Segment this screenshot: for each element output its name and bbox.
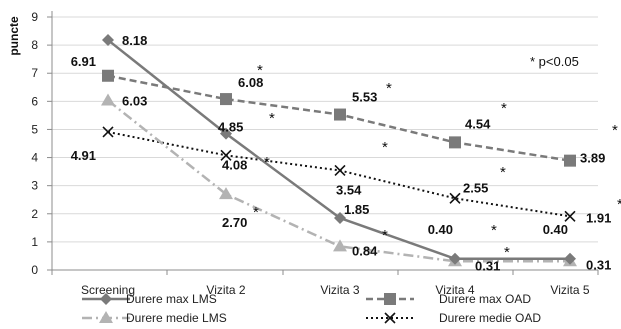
data-label: 8.18 <box>122 33 147 48</box>
data-label: 0.31 <box>586 257 611 272</box>
y-tick-label: 0 <box>31 263 38 277</box>
series-line <box>107 99 570 263</box>
x-tick-label: Vizita 5 <box>550 283 589 297</box>
legend-item: Durere max OAD <box>366 292 531 306</box>
data-label: 2.70 <box>222 215 247 230</box>
x-marker-stroke <box>384 312 396 324</box>
data-label: 4.54 <box>465 116 491 131</box>
significance-asterisk: * <box>382 227 388 244</box>
data-label: 4.85 <box>218 120 243 135</box>
x-marker-stroke <box>334 164 346 177</box>
significance-asterisk: * <box>504 244 510 261</box>
y-axis-label: puncte <box>7 16 21 56</box>
y-tick-label: 6 <box>31 94 38 108</box>
triangle-marker <box>333 239 347 252</box>
data-label: 5.53 <box>352 90 377 105</box>
data-label: 1.91 <box>586 210 611 225</box>
significance-asterisk: * <box>382 139 388 156</box>
square-marker <box>102 69 114 82</box>
x-marker-stroke <box>102 126 114 138</box>
data-label: 0.40 <box>428 222 453 237</box>
significance-note: * p<0.05 <box>530 54 579 69</box>
series-durere-max-oad <box>102 69 576 167</box>
x-tick-label: Vizita 4 <box>435 283 474 297</box>
diamond-marker <box>564 252 576 265</box>
data-label: 4.08 <box>222 157 247 172</box>
data-label: 4.91 <box>71 148 96 163</box>
data-label: 3.89 <box>580 151 605 166</box>
diamond-marker <box>102 34 114 47</box>
significance-asterisk: * <box>501 100 507 117</box>
data-label: 1.85 <box>344 202 369 217</box>
x-marker <box>384 312 396 324</box>
significance-asterisk: * <box>617 196 621 213</box>
legend-label: Durere medie LMS <box>126 311 227 325</box>
y-tick-label: 4 <box>31 151 38 165</box>
axes: 0 1 2 3 4 5 6 7 8 9 Screening Vizita 2 Vizita 3 Vizit… <box>31 10 599 297</box>
series-layer <box>101 34 577 267</box>
significance-asterisk: * <box>386 80 392 97</box>
x-marker <box>220 149 232 161</box>
triangle-marker <box>219 187 233 200</box>
x-tick-label: Vizita 3 <box>320 283 359 297</box>
y-tick-label: 5 <box>31 122 38 136</box>
data-label: 0.40 <box>543 222 568 237</box>
legend-item: Durere medie OAD <box>366 311 541 325</box>
data-label: 6.08 <box>238 75 263 90</box>
y-tick-label: 1 <box>31 235 38 249</box>
significance-asterisk: * <box>264 154 270 171</box>
significance-asterisk: * <box>257 62 263 79</box>
legend: Durere max LMS Durere max OAD Durere medie… <box>82 292 541 325</box>
data-label: 6.91 <box>71 54 96 69</box>
square-marker <box>449 136 461 149</box>
x-tick-label: Vizita 2 <box>206 283 245 297</box>
legend-item: Durere max LMS <box>82 292 217 306</box>
square-marker <box>334 108 346 121</box>
data-label: 0.84 <box>352 243 378 258</box>
y-tick-label: 7 <box>31 66 38 80</box>
x-marker-stroke <box>220 149 232 161</box>
triangle-marker <box>101 93 115 106</box>
significance-asterisk: * <box>253 204 259 221</box>
significance-asterisk: * <box>491 222 497 239</box>
x-marker <box>102 126 114 138</box>
series-durere-medie-oad <box>102 126 576 222</box>
data-labels: 8.18 4.85 1.85 0.40 0.40 6.91 6.08 5.53 4.54 3.89… <box>71 33 621 273</box>
square-marker <box>384 293 396 305</box>
x-marker <box>449 192 461 204</box>
triangle-marker <box>99 311 113 323</box>
x-marker <box>564 210 576 222</box>
series-durere-max-lms <box>102 34 576 265</box>
x-tick-label: Screening <box>81 283 135 297</box>
significance-asterisk: * <box>612 122 618 139</box>
legend-label: Durere max OAD <box>439 292 531 306</box>
diamond-marker <box>220 127 232 140</box>
legend-label: Durere medie OAD <box>439 311 541 325</box>
square-marker <box>220 93 232 106</box>
square-marker <box>564 154 576 167</box>
data-label: 6.03 <box>122 93 147 108</box>
data-label: 3.54 <box>336 182 362 197</box>
x-marker <box>334 164 346 177</box>
y-tick-label: 3 <box>31 179 38 193</box>
diamond-marker <box>100 293 112 305</box>
legend-item: Durere medie LMS <box>82 311 227 325</box>
x-marker-stroke <box>564 210 576 222</box>
data-label: 2.55 <box>463 180 488 195</box>
diamond-marker <box>334 211 346 224</box>
legend-label: Durere max LMS <box>126 292 217 306</box>
significance-asterisk: * <box>500 164 506 181</box>
y-tick-label: 2 <box>31 207 38 221</box>
significance-asterisk: * <box>269 110 275 127</box>
y-tick-label: 8 <box>31 38 38 52</box>
x-marker-stroke <box>449 192 461 204</box>
y-tick-label: 9 <box>31 10 38 24</box>
data-label: 0.31 <box>475 258 500 273</box>
series-durere-medie-lms <box>101 93 577 267</box>
diamond-marker <box>449 252 461 265</box>
